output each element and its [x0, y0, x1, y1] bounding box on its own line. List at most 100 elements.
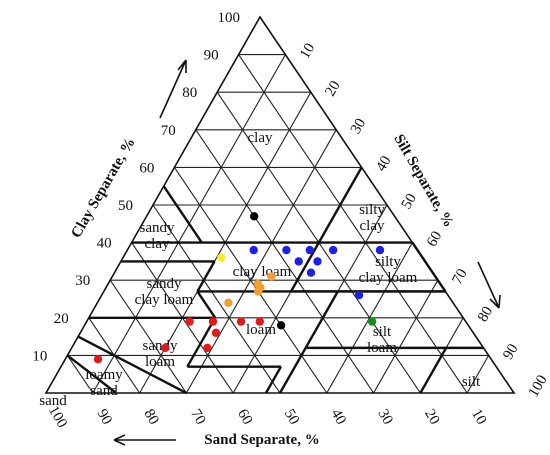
sand-tick-label: 70	[187, 407, 208, 428]
class-label-silty-clay-loam: silty	[375, 254, 401, 270]
sample-point	[208, 317, 218, 326]
class-label-sandy-clay-loam: sandy	[147, 276, 182, 292]
sand-gridline	[152, 204, 281, 394]
sample-point	[161, 343, 170, 353]
sand-axis-arrow	[113, 434, 176, 446]
sample-point	[203, 343, 212, 353]
sand-tick-label: 40	[328, 407, 349, 428]
sand-tick-label: 80	[140, 407, 161, 428]
sand-gridline	[109, 279, 187, 394]
sample-point	[217, 253, 226, 262]
sample-point	[276, 321, 286, 330]
sample-point	[375, 245, 385, 255]
sample-point	[267, 272, 276, 281]
sample-point	[255, 317, 264, 326]
silt-axis-arrow	[477, 261, 501, 309]
class-label-sandy-clay: sandy	[140, 220, 175, 236]
class-boundary	[66, 354, 117, 394]
sample-point	[211, 328, 221, 337]
sample-point	[224, 298, 233, 307]
class-label-sandy-loam: sandy	[143, 338, 178, 354]
class-boundary	[289, 242, 320, 293]
sample-point	[250, 212, 259, 221]
clay-tick-label: 100	[218, 10, 241, 26]
clay-tick-label: 10	[32, 348, 47, 364]
silt-tick-label: 30	[348, 116, 369, 137]
clay-tick-label: 30	[75, 273, 90, 289]
class-boundary	[162, 185, 203, 244]
class-boundary	[419, 347, 448, 394]
silt-tick-label: 80	[475, 304, 496, 325]
class-label-silty-clay: clay	[360, 218, 385, 234]
sand-tick-label: 20	[421, 407, 442, 428]
sample-point	[249, 245, 258, 255]
class-label-sandy-loam: loam	[145, 354, 175, 370]
clay-tick-label: 20	[54, 311, 69, 327]
triangle-outline	[44, 15, 516, 394]
class-boundary	[196, 260, 216, 293]
class-boundary	[278, 347, 307, 394]
class-label-loam: loam	[246, 322, 276, 338]
clay-axis-title: Clay Separate, %	[68, 135, 138, 241]
sand-gridline	[195, 129, 375, 394]
class-boundary	[77, 335, 187, 395]
sample-point	[367, 317, 377, 326]
clay-tick-label: 60	[139, 160, 154, 176]
sample-point	[254, 287, 263, 296]
grid-lines	[66, 54, 490, 394]
sand-gridline	[66, 355, 94, 394]
class-label-clay-loam: clay loam	[233, 264, 292, 280]
class-label-sandy-clay-loam: clay loam	[135, 292, 194, 308]
silt-axis-title: Silt Separate, %	[390, 132, 456, 231]
class-boundary	[317, 166, 363, 244]
sand-tick-label: 90	[94, 407, 115, 428]
clay-tick-label: 70	[161, 123, 176, 139]
silt-gridline	[373, 279, 439, 394]
class-label-sand: sand	[39, 393, 67, 409]
clay-tick-label: 80	[182, 85, 197, 101]
sand-tick-label: 10	[468, 407, 489, 428]
silt-tick-label: 40	[373, 153, 394, 174]
clay-axis-arrow	[159, 59, 187, 119]
sample-point	[313, 257, 322, 266]
sample-points	[93, 212, 385, 364]
axis-titles: Clay Separate, % Silt Separate, % Sand Sep…	[68, 59, 501, 448]
sand-tick-label: 50	[281, 407, 302, 428]
class-label-silt-loam: loam	[367, 340, 397, 356]
clay-tick-label: 50	[118, 198, 133, 214]
sand-gridline	[238, 54, 468, 394]
silt-tick-label: 70	[449, 266, 470, 287]
sample-point	[282, 245, 291, 255]
clay-tick-label: 90	[204, 48, 219, 64]
silt-tick-label: 20	[322, 78, 343, 99]
class-label-sandy-clay: clay	[145, 236, 170, 252]
class-label-silt-loam: silt	[373, 324, 392, 340]
sample-point	[93, 355, 103, 364]
sample-point	[305, 245, 314, 255]
clay-tick-label: 40	[97, 236, 112, 252]
sample-point	[354, 291, 364, 300]
class-boundary	[186, 317, 217, 368]
class-label-silty-clay-loam: clay loam	[359, 270, 418, 286]
sand-tick-label: 60	[234, 407, 255, 428]
sample-point	[306, 268, 316, 277]
silt-tick-label: 100	[526, 373, 550, 400]
class-boundary	[196, 290, 217, 319]
sample-point	[294, 257, 303, 266]
class-label-loamy-sand: sand	[90, 383, 118, 399]
class-label-silty-clay: silty	[359, 202, 385, 218]
silt-tick-label: 50	[399, 191, 420, 212]
sample-point	[329, 245, 338, 255]
sand-axis-title: Sand Separate, %	[204, 432, 319, 448]
triangle-frame	[44, 15, 516, 394]
class-label-clay: clay	[248, 130, 273, 146]
sand-tick-label: 30	[374, 407, 395, 428]
silt-gridline	[466, 355, 490, 394]
class-label-loamy-sand: loamy	[85, 367, 123, 383]
sample-point	[185, 317, 194, 326]
class-boundary	[304, 290, 339, 349]
sample-point	[236, 317, 246, 326]
